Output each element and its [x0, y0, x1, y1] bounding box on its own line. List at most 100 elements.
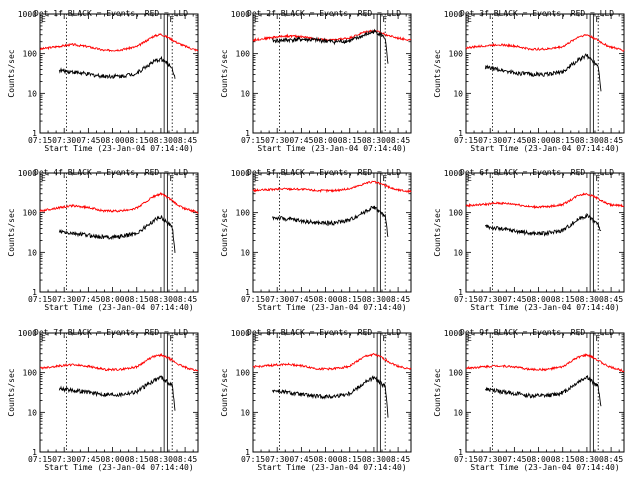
y-tick-label: 100 — [23, 50, 38, 59]
y-axis-label: Counts/sec — [433, 208, 442, 256]
x-tick-label: 07:45 — [76, 455, 100, 464]
chart-panel-5: Det 5f BLACK = Events, RED = LLD11010010… — [220, 168, 412, 312]
x-tick-label: 08:00 — [314, 295, 338, 304]
x-tick-label: 07:45 — [502, 455, 526, 464]
y-tick-label: 100 — [449, 209, 464, 218]
start-marker-label: E — [41, 174, 46, 183]
x-tick-label: 07:15 — [454, 136, 478, 145]
x-tick-label: 07:15 — [28, 455, 52, 464]
start-marker-label: E — [467, 15, 472, 24]
x-tick-label: 08:00 — [314, 136, 338, 145]
start-marker-label: E — [467, 334, 472, 343]
x-tick-label: 08:30 — [362, 136, 386, 145]
x-tick-label: 07:30 — [478, 136, 502, 145]
y-tick-label: 10 — [453, 408, 463, 417]
lld-series-line — [252, 180, 412, 194]
x-tick-label: 07:15 — [28, 136, 52, 145]
x-tick-label: 08:00 — [527, 136, 551, 145]
flare-marker-label: F — [169, 174, 174, 183]
y-tick-label: 100 — [449, 50, 464, 59]
x-tick-label: 07:30 — [52, 295, 76, 304]
x-tick-label: 08:30 — [575, 136, 599, 145]
x-axis-label: Start Time (23-Jan-04 07:14:40) — [470, 303, 619, 312]
x-tick-label: 07:45 — [289, 295, 313, 304]
y-tick-label: 1 — [245, 288, 250, 297]
y-tick-label: 100 — [236, 369, 251, 378]
x-tick-label: 08:45 — [599, 136, 623, 145]
events-series-line — [484, 374, 602, 407]
y-tick-label: 1 — [32, 288, 37, 297]
x-axis-label: Start Time (23-Jan-04 07:14:40) — [470, 463, 619, 472]
events-series-line — [58, 215, 176, 253]
y-tick-label: 100 — [236, 50, 251, 59]
x-tick-label: 07:30 — [265, 455, 289, 464]
y-tick-label: 100 — [236, 209, 251, 218]
x-axis-label: Start Time (23-Jan-04 07:14:40) — [44, 144, 193, 153]
y-tick-label: 10 — [240, 89, 250, 98]
y-tick-label: 10 — [27, 408, 37, 417]
x-tick-label: 08:45 — [386, 136, 410, 145]
x-tick-label: 08:30 — [149, 136, 173, 145]
x-tick-label: 07:15 — [454, 295, 478, 304]
start-marker-label: E — [41, 334, 46, 343]
x-tick-label: 07:45 — [289, 455, 313, 464]
y-tick-label: 10 — [453, 89, 463, 98]
x-tick-label: 08:30 — [575, 295, 599, 304]
flare-marker-label: F — [595, 15, 600, 24]
y-tick-label: 10 — [240, 408, 250, 417]
x-tick-label: 08:00 — [527, 295, 551, 304]
x-tick-label: 08:15 — [125, 455, 149, 464]
x-axis-label: Start Time (23-Jan-04 07:14:40) — [44, 303, 193, 312]
x-tick-label: 08:00 — [101, 295, 125, 304]
y-tick-label: 1000 — [231, 169, 250, 178]
y-tick-label: 10 — [453, 248, 463, 257]
y-axis-label: Counts/sec — [433, 368, 442, 416]
x-tick-label: 08:15 — [551, 136, 575, 145]
x-tick-label: 08:30 — [149, 455, 173, 464]
x-tick-label: 07:45 — [76, 136, 100, 145]
plot-frame — [465, 13, 625, 134]
plot-frame — [252, 332, 412, 453]
chart-panel-2: Det 2f BLACK = Events, RED = LLD11010010… — [220, 9, 412, 153]
events-series-line — [484, 53, 602, 92]
y-tick-label: 1000 — [18, 10, 37, 19]
plot-frame — [252, 13, 412, 134]
y-axis-label: Counts/sec — [433, 49, 442, 97]
x-axis-label: Start Time (23-Jan-04 07:14:40) — [44, 463, 193, 472]
x-tick-label: 07:30 — [478, 295, 502, 304]
lld-series-line — [252, 352, 412, 371]
y-tick-label: 100 — [23, 209, 38, 218]
x-tick-label: 08:45 — [386, 295, 410, 304]
x-tick-label: 08:15 — [551, 295, 575, 304]
y-tick-label: 1 — [245, 448, 250, 457]
y-tick-label: 1 — [32, 448, 37, 457]
lld-series-line — [39, 352, 199, 372]
events-series-line — [271, 205, 389, 238]
x-tick-label: 08:00 — [314, 455, 338, 464]
x-tick-label: 07:45 — [289, 136, 313, 145]
x-tick-label: 07:30 — [265, 136, 289, 145]
y-axis-label: Counts/sec — [220, 49, 229, 97]
start-marker-label: E — [254, 174, 259, 183]
x-tick-label: 07:15 — [454, 455, 478, 464]
flare-marker-label: F — [595, 174, 600, 183]
chart-panel-6: Det 6f BLACK = Events, RED = LLD11010010… — [433, 168, 625, 312]
x-tick-label: 08:00 — [101, 136, 125, 145]
y-tick-label: 1000 — [444, 10, 463, 19]
y-axis-label: Counts/sec — [220, 208, 229, 256]
y-tick-label: 1 — [458, 288, 463, 297]
start-marker-label: E — [467, 174, 472, 183]
y-tick-label: 1 — [32, 129, 37, 138]
x-tick-label: 08:45 — [173, 136, 197, 145]
y-axis-label: Counts/sec — [7, 49, 16, 97]
start-marker-label: E — [41, 15, 46, 24]
chart-panel-3: Det 3f BLACK = Events, RED = LLD11010010… — [433, 9, 625, 153]
y-tick-label: 1000 — [444, 329, 463, 338]
x-axis-label: Start Time (23-Jan-04 07:14:40) — [470, 144, 619, 153]
plot-frame — [465, 172, 625, 293]
y-tick-label: 1 — [458, 448, 463, 457]
x-tick-label: 07:15 — [241, 455, 265, 464]
chart-panel-9: Det 9f BLACK = Events, RED = LLD11010010… — [433, 328, 625, 472]
y-tick-label: 10 — [27, 89, 37, 98]
